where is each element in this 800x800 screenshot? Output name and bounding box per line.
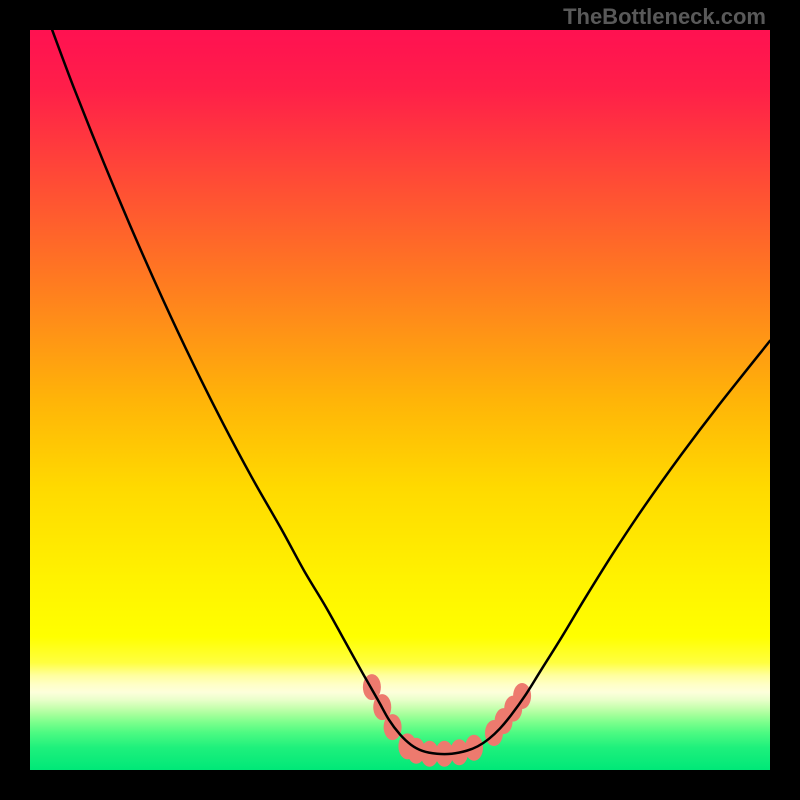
plot-area xyxy=(30,30,770,770)
watermark-text: TheBottleneck.com xyxy=(563,4,766,30)
bottleneck-curve xyxy=(52,30,770,754)
curve-layer xyxy=(30,30,770,770)
marker-dot xyxy=(513,683,531,709)
